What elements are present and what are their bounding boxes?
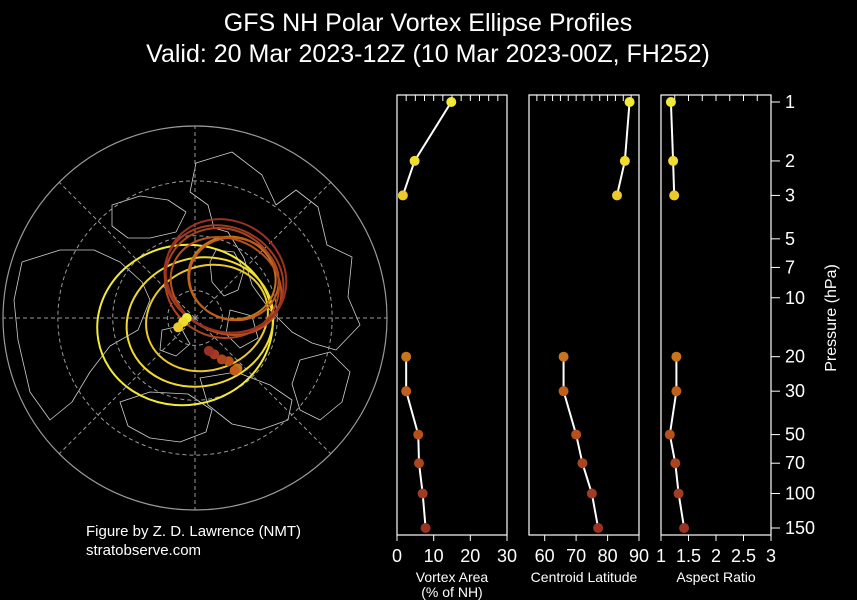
centroid-latitude-point-20hpa: [558, 351, 569, 362]
x-tick-label: 70: [566, 546, 586, 566]
y-tick-label: 2: [785, 151, 795, 171]
y-tick-label: 70: [785, 453, 805, 473]
centroid-30hpa: [229, 365, 240, 376]
y-tick-label: 1: [785, 92, 795, 112]
centroid-latitude-point-70hpa: [577, 458, 588, 469]
meridian-line: [194, 317, 332, 455]
vortex-area-point-3hpa: [397, 190, 408, 201]
vortex-ellipse-30hpa: [188, 236, 280, 322]
vortex-area-axis-label: (% of NH): [421, 584, 482, 600]
pressure-axis: 1 2 3 5 7 10 20 30 50 70 100 150: [771, 92, 815, 538]
aspect-ratio-point-30hpa: [671, 386, 682, 397]
aspect-ratio-point-70hpa: [670, 458, 681, 469]
vortex-centroids: [173, 313, 243, 376]
latitude-circle: [112, 235, 278, 401]
aspect-ratio-point-2hpa: [668, 155, 679, 166]
centroid-70hpa: [216, 354, 227, 365]
title-line-1: GFS NH Polar Vortex Ellipse Profiles: [224, 9, 632, 37]
y-tick-label: 100: [785, 484, 815, 504]
y-tick-label: 30: [785, 381, 805, 401]
vortex-ellipse-150hpa: [164, 218, 288, 334]
aspect-ratio-point-1hpa: [665, 97, 676, 107]
aspect-ratio-panel: 1 1.5 2 2.5 3 Aspect Ratio: [656, 94, 776, 585]
y-tick-label: 5: [785, 229, 795, 249]
vortex-area-panel: 0 10 20 30 Vortex Area(% of NH): [392, 94, 517, 600]
vortex-area-profile-line: [401, 101, 453, 196]
coastline: [119, 391, 213, 443]
centroid-latitude-point-2hpa: [619, 155, 630, 166]
centroid-latitude-point-1hpa: [624, 97, 635, 107]
meridian-line: [58, 317, 196, 455]
x-tick-label: 3: [766, 546, 776, 566]
centroid-latitude-panel: 60 70 80 90 Centroid Latitude: [528, 94, 649, 585]
aspect-ratio-axis-label: Aspect Ratio: [676, 569, 756, 585]
y-tick-label: 150: [785, 518, 815, 538]
coastlines: [13, 151, 361, 443]
x-tick-label: 2.5: [731, 546, 756, 566]
vortex-area-axis-label: Vortex Area: [416, 569, 489, 585]
centroid-latitude-axis-label: Centroid Latitude: [531, 569, 638, 585]
coastline: [13, 249, 151, 421]
aspect-ratio-point-20hpa: [671, 351, 682, 362]
vortex-ellipse-70hpa: [163, 226, 281, 340]
vortex-area-profile-line: [405, 356, 427, 529]
centroid-latitude-point-3hpa: [612, 190, 622, 201]
coastline: [111, 195, 187, 239]
credit-website: stratobserve.com: [86, 542, 201, 559]
aspect-ratio-point-100hpa: [673, 488, 684, 499]
centroid-latitude-point-150hpa: [593, 523, 604, 533]
centroid-3hpa: [173, 322, 184, 333]
y-tick-label: 7: [785, 257, 795, 277]
vortex-area-point-2hpa: [409, 155, 420, 166]
aspect-ratio-profile-line: [668, 356, 686, 529]
aspect-ratio-point-50hpa: [664, 429, 675, 440]
aspect-ratio-point-150hpa: [679, 523, 690, 533]
profile-panels: 0 10 20 30 Vortex Area(% of NH) 60 70 80 90 Centr…: [392, 94, 776, 600]
vortex-area-point-20hpa: [401, 351, 412, 362]
x-tick-label: 30: [497, 546, 517, 566]
polar-stereographic-map: [2, 125, 388, 511]
latitude-circle: [57, 180, 333, 456]
vortex-area-point-1hpa: [446, 97, 457, 107]
vortex-area-point-100hpa: [417, 488, 428, 499]
x-tick-label: 80: [598, 546, 618, 566]
vortex-area-point-30hpa: [401, 386, 412, 397]
vortex-area-point-50hpa: [413, 429, 424, 440]
aspect-ratio-profile-line: [669, 101, 676, 196]
pressure-axis-label: Pressure (hPa): [823, 264, 840, 372]
coastline: [199, 371, 293, 431]
coastline: [291, 351, 351, 421]
x-tick-label: 1.5: [676, 546, 701, 566]
title-line-2: Valid: 20 Mar 2023-12Z (10 Mar 2023-00Z,…: [146, 40, 710, 68]
y-tick-label: 3: [785, 185, 795, 205]
x-tick-label: 2: [711, 546, 721, 566]
y-tick-label: 10: [785, 288, 805, 308]
x-tick-label: 10: [424, 546, 444, 566]
coastline: [225, 309, 259, 349]
y-tick-label: 50: [785, 425, 805, 445]
centroid-latitude-profile-line: [562, 356, 600, 529]
vortex-area-point-70hpa: [414, 458, 424, 469]
y-tick-label: 20: [785, 347, 805, 367]
x-tick-label: 60: [535, 546, 555, 566]
aspect-ratio-point-3hpa: [669, 190, 680, 201]
centroid-latitude-point-100hpa: [586, 488, 597, 499]
credit-author: Figure by Z. D. Lawrence (NMT): [86, 523, 301, 540]
x-tick-label: 90: [629, 546, 649, 566]
vortex-ellipses: [96, 218, 288, 407]
centroid-latitude-point-50hpa: [571, 429, 582, 440]
vortex-area-point-150hpa: [420, 523, 431, 533]
x-tick-label: 1: [656, 546, 666, 566]
coastline: [189, 151, 361, 351]
centroid-150hpa: [203, 345, 214, 356]
x-tick-label: 0: [392, 546, 402, 566]
meridian-line: [194, 181, 332, 319]
graticule: [2, 125, 388, 511]
centroid-latitude-point-30hpa: [558, 386, 569, 397]
x-tick-label: 20: [460, 546, 480, 566]
centroid-latitude-profile-line: [616, 101, 631, 196]
